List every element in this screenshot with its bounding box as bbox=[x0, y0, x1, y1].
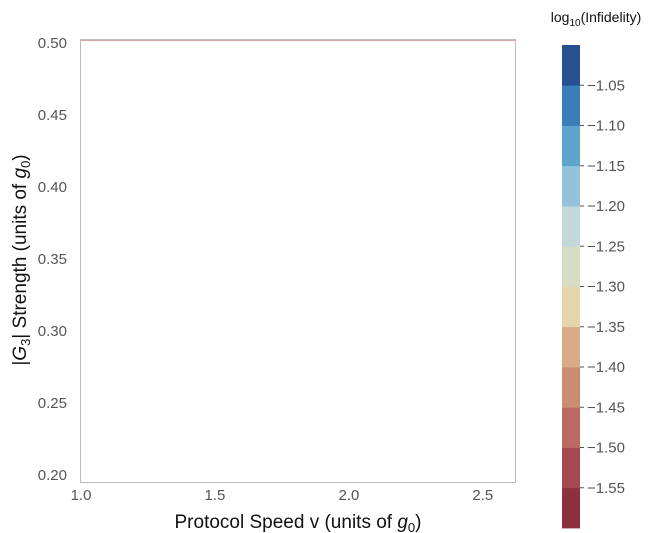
colorbar-segment bbox=[562, 246, 580, 287]
colorbar-segment bbox=[562, 286, 580, 328]
colorbar bbox=[562, 45, 580, 529]
y-tick-label: 0.35 bbox=[38, 251, 67, 268]
colorbar-segment bbox=[562, 367, 580, 408]
colorbar-tick-label: −1.25 bbox=[587, 238, 625, 255]
y-tick-label: 0.40 bbox=[38, 179, 67, 196]
x-tick-label: 2.0 bbox=[338, 487, 359, 504]
colorbar-tick-label: −1.40 bbox=[587, 359, 625, 376]
colorbar-tick-label: −1.15 bbox=[587, 158, 625, 175]
y-tick-label: 0.45 bbox=[38, 107, 67, 124]
colorbar-tick-label: −1.05 bbox=[587, 77, 625, 94]
colorbar-segment bbox=[562, 326, 580, 368]
x-tick-label: 2.5 bbox=[472, 487, 493, 504]
colorbar-segment bbox=[562, 487, 580, 529]
y-tick-label: 0.50 bbox=[38, 35, 67, 52]
x-tick-label: 1.5 bbox=[205, 487, 226, 504]
colorbar-tick-labels: −1.05 −1.10 −1.15 −1.20 −1.25 −1.30 −1.35 −1.40… bbox=[580, 77, 625, 497]
colorbar-tick-label: −1.50 bbox=[587, 440, 625, 457]
y-tick-label: 0.30 bbox=[38, 323, 67, 340]
y-tick-label: 0.25 bbox=[38, 395, 67, 412]
y-tick-labels: 0.20 0.25 0.30 0.35 0.40 0.45 0.50 bbox=[38, 35, 67, 484]
colorbar-tick-label: −1.35 bbox=[587, 319, 625, 336]
colorbar-tick-label: −1.30 bbox=[587, 279, 625, 296]
colorbar-segment bbox=[562, 407, 580, 448]
colorbar-tick-label: −1.20 bbox=[587, 198, 625, 215]
y-axis-title: |G3| Strength (units of g0) bbox=[10, 154, 33, 365]
colorbar-segment bbox=[562, 165, 580, 207]
y-tick-label: 0.20 bbox=[38, 467, 67, 484]
colorbar-segment bbox=[562, 85, 580, 126]
plot-frame bbox=[80, 39, 516, 483]
colorbar-segment bbox=[562, 45, 580, 86]
contour-fills bbox=[81, 40, 515, 41]
x-tick-label: 1.0 bbox=[71, 487, 92, 504]
colorbar-segment bbox=[562, 206, 580, 247]
colorbar-segment bbox=[562, 125, 580, 167]
x-axis-title: Protocol Speed v (units of g0) bbox=[175, 512, 422, 533]
colorbar-segment bbox=[562, 447, 580, 489]
x-tick-labels: 1.0 1.5 2.0 2.5 bbox=[71, 487, 494, 504]
colorbar-tick-label: −1.10 bbox=[587, 118, 625, 135]
colorbar-tick-label: −1.45 bbox=[587, 399, 625, 416]
colorbar-title: log10(Infidelity) bbox=[551, 9, 642, 29]
colorbar-tick-label: −1.55 bbox=[587, 480, 625, 497]
